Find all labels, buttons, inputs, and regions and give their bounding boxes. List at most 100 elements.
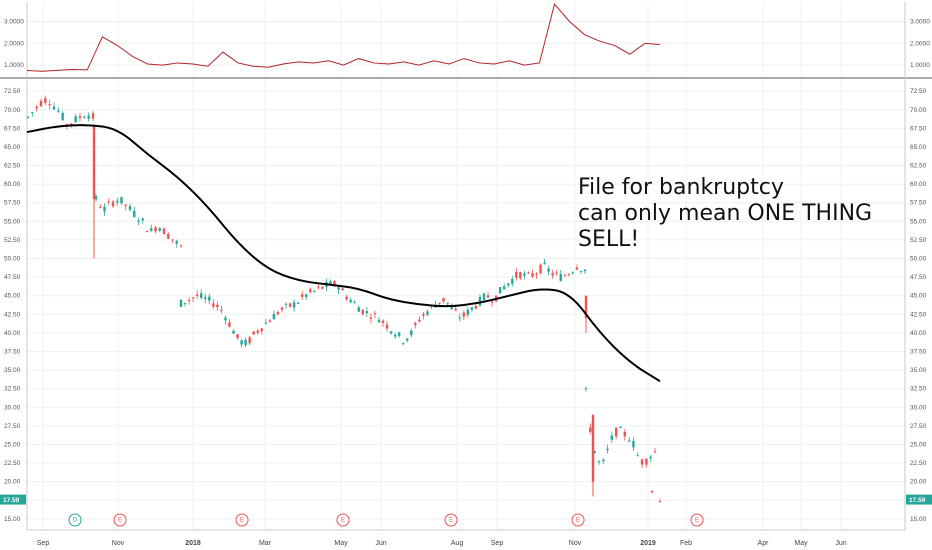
candle-body <box>301 294 304 297</box>
candle-body <box>584 388 588 390</box>
candle-body <box>83 117 86 119</box>
candle-body <box>162 228 166 235</box>
candle-body <box>313 290 316 292</box>
candle-body <box>385 324 389 329</box>
candle-body <box>531 273 534 277</box>
event-marker-earnings: E <box>336 513 350 527</box>
event-letter: E <box>449 518 453 524</box>
x-tick-label: Feb <box>680 540 692 547</box>
candle-body <box>373 313 377 315</box>
candle-body <box>498 287 502 294</box>
grid <box>27 2 905 530</box>
candle-body <box>606 448 609 451</box>
candle-body <box>224 317 227 321</box>
x-tick-label: Nov <box>112 540 125 547</box>
candle-body <box>284 303 288 305</box>
candle-body <box>454 308 457 311</box>
candle-body <box>272 313 276 320</box>
y-tick-label-right: 27.50 <box>910 423 927 430</box>
indicator-tick-label-left: 1.0000 <box>4 62 24 69</box>
candle-body <box>35 106 38 109</box>
candle-body <box>167 233 170 239</box>
annotation-line: File for bankruptcy <box>578 175 784 200</box>
candle-body <box>535 273 538 275</box>
candle-body <box>591 414 595 482</box>
y-tick-label-right: 57.50 <box>910 200 927 207</box>
candle-body <box>150 228 153 232</box>
candle-body <box>78 116 82 119</box>
x-tick-label: Sep <box>37 540 50 547</box>
candle-body <box>567 274 571 276</box>
event-letter: E <box>341 518 345 524</box>
y-tick-label-left: 70.00 <box>4 107 21 114</box>
y-tick-label-left: 42.50 <box>4 311 21 318</box>
candle-body <box>397 332 401 337</box>
annotation-line: can only mean ONE THING <box>578 201 872 226</box>
y-tick-label-right: 65.00 <box>910 144 927 151</box>
candle-body <box>563 275 566 277</box>
candle-body <box>187 300 191 302</box>
last-price-tag-left: 17.59 <box>0 494 26 505</box>
y-tick-label-left: 22.50 <box>4 460 21 467</box>
candle-body <box>446 302 449 304</box>
candle-body <box>337 287 340 290</box>
event-circle <box>68 513 82 527</box>
candle-body <box>94 195 98 200</box>
indicator-tick-label-right: 3.0000 <box>910 19 930 26</box>
candle-body <box>365 311 369 314</box>
y-tick-label-left: 35.00 <box>4 367 21 374</box>
x-tick-label: Jun <box>835 540 846 547</box>
x-tick-label: Aug <box>451 540 464 547</box>
candle-body <box>559 274 562 281</box>
x-tick-label: 2018 <box>185 540 201 547</box>
candle-body <box>220 309 223 311</box>
candle-body <box>244 339 247 346</box>
event-circle <box>336 513 350 527</box>
candle-body <box>137 220 140 222</box>
y-tick-label-left: 37.50 <box>4 348 21 355</box>
candle-body <box>653 451 657 453</box>
candle-body <box>632 440 635 448</box>
y-tick-label-left: 15.00 <box>4 516 21 523</box>
y-tick-label-left: 47.50 <box>4 274 21 281</box>
candle-body <box>523 273 526 276</box>
y-tick-label-right: 42.50 <box>910 311 927 318</box>
y-tick-label-left: 60.00 <box>4 181 21 188</box>
candle-body <box>232 330 235 334</box>
candle-body <box>361 309 364 315</box>
y-tick-label-right: 15.00 <box>910 516 927 523</box>
candle-body <box>466 309 470 316</box>
price-tag-bg <box>906 494 932 505</box>
candle-body <box>589 427 592 432</box>
event-marker-earnings: E <box>690 513 704 527</box>
y-tick-label-left: 55.00 <box>4 218 21 225</box>
candle-body <box>280 307 284 310</box>
candle-body <box>478 296 482 306</box>
y-tick-label-left: 67.50 <box>4 125 21 132</box>
candle-body <box>171 239 174 241</box>
candle-body <box>515 271 518 278</box>
candle-body <box>345 296 348 300</box>
candle-body <box>124 204 127 206</box>
event-circle <box>690 513 704 527</box>
candle-body <box>212 303 215 307</box>
candle-body <box>26 116 30 118</box>
x-tick-label: May <box>794 540 808 547</box>
candle-body <box>248 337 251 344</box>
candle-body <box>426 311 429 315</box>
candle-body <box>276 312 280 315</box>
candle-body <box>645 458 648 465</box>
candle-body <box>503 286 506 290</box>
event-marker-earnings: E <box>235 513 249 527</box>
candle-body <box>52 106 56 110</box>
y-tick-label-left: 72.50 <box>4 88 21 95</box>
candle-body <box>450 306 453 310</box>
candle-body <box>474 305 478 309</box>
candle-body <box>349 299 352 303</box>
y-tick-label-left: 30.00 <box>4 404 21 411</box>
candle-body <box>70 123 73 125</box>
candle-body <box>519 272 522 279</box>
y-tick-label-left: 45.00 <box>4 293 21 300</box>
candle-body <box>204 297 207 300</box>
